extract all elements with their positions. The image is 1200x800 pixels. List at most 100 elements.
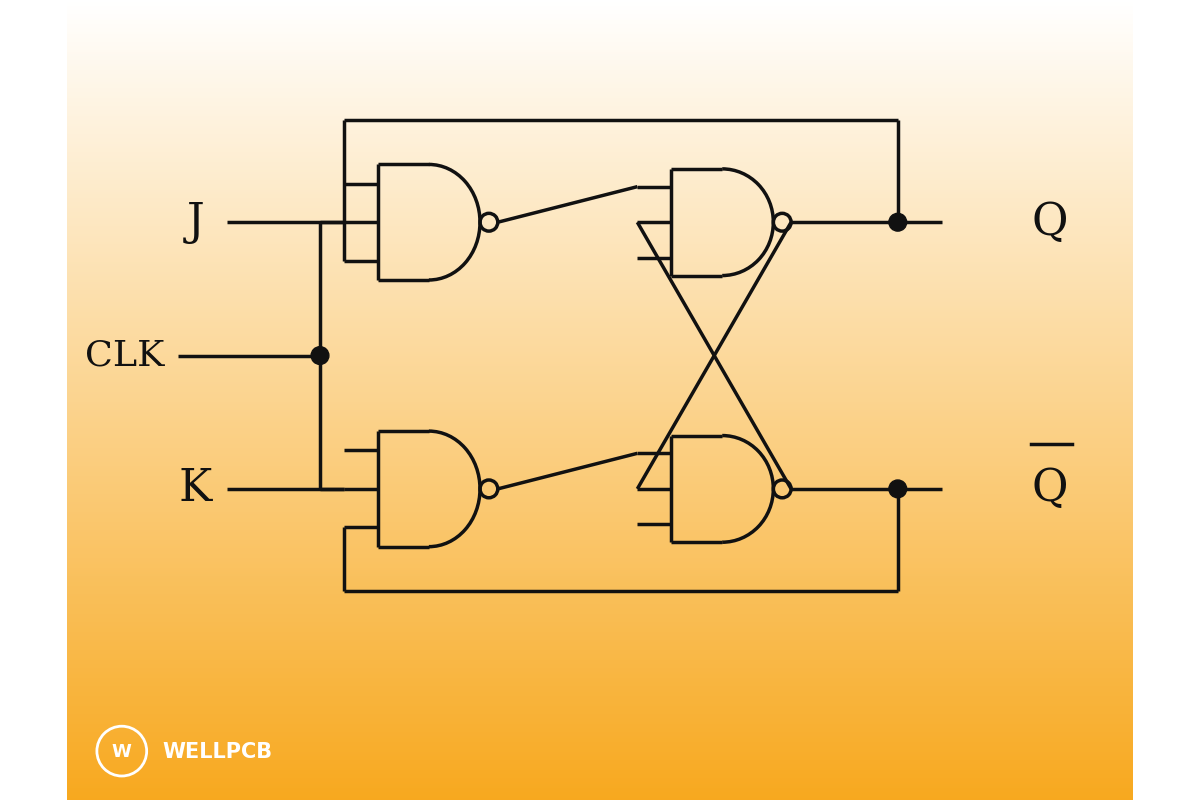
Bar <box>67 702 1133 704</box>
Bar <box>67 210 1133 212</box>
Bar <box>67 532 1133 534</box>
Bar <box>67 320 1133 322</box>
Bar <box>67 48 1133 50</box>
Bar <box>67 310 1133 312</box>
Bar <box>67 106 1133 108</box>
Bar <box>67 12 1133 14</box>
Bar <box>67 548 1133 550</box>
Bar <box>67 110 1133 112</box>
Bar <box>67 450 1133 452</box>
Bar <box>67 584 1133 586</box>
Bar <box>67 378 1133 380</box>
Bar <box>67 738 1133 740</box>
Bar <box>67 216 1133 218</box>
Bar <box>67 74 1133 76</box>
Bar <box>67 462 1133 464</box>
Bar <box>67 454 1133 456</box>
Bar <box>67 20 1133 22</box>
Bar <box>67 312 1133 314</box>
Bar <box>67 344 1133 346</box>
Bar <box>67 424 1133 426</box>
Bar <box>67 260 1133 262</box>
Bar <box>67 654 1133 656</box>
Bar <box>67 64 1133 66</box>
Bar <box>67 780 1133 782</box>
Bar <box>67 132 1133 134</box>
Bar <box>67 404 1133 406</box>
Bar <box>67 628 1133 630</box>
Bar <box>67 292 1133 294</box>
Bar <box>67 656 1133 658</box>
Bar <box>67 316 1133 318</box>
Bar <box>67 754 1133 756</box>
Bar <box>67 762 1133 764</box>
Bar <box>67 372 1133 374</box>
Bar <box>67 200 1133 202</box>
Bar <box>67 700 1133 702</box>
Bar <box>67 370 1133 372</box>
Bar <box>67 172 1133 174</box>
Bar <box>67 522 1133 524</box>
Bar <box>67 482 1133 484</box>
Bar <box>67 642 1133 644</box>
Bar <box>67 94 1133 96</box>
Bar <box>67 162 1133 164</box>
Bar <box>67 574 1133 576</box>
Bar <box>67 544 1133 546</box>
Bar <box>67 2 1133 4</box>
Bar <box>67 568 1133 570</box>
Bar <box>67 180 1133 182</box>
Bar <box>67 494 1133 496</box>
Bar <box>67 374 1133 376</box>
Bar <box>67 224 1133 226</box>
Bar <box>67 456 1133 458</box>
Bar <box>67 472 1133 474</box>
Bar <box>67 528 1133 530</box>
Bar <box>67 230 1133 232</box>
Bar <box>67 666 1133 668</box>
Bar <box>67 508 1133 510</box>
Bar <box>67 474 1133 476</box>
Bar <box>67 662 1133 664</box>
Bar <box>67 446 1133 448</box>
Bar <box>67 278 1133 280</box>
Bar <box>67 602 1133 604</box>
Bar <box>67 562 1133 564</box>
Bar <box>67 276 1133 278</box>
Bar <box>67 784 1133 786</box>
Bar <box>67 306 1133 308</box>
Bar <box>67 198 1133 200</box>
Bar <box>67 348 1133 350</box>
Bar <box>67 676 1133 678</box>
Bar <box>67 58 1133 60</box>
Bar <box>67 470 1133 472</box>
Bar <box>67 380 1133 382</box>
Bar <box>67 78 1133 80</box>
Bar <box>67 32 1133 34</box>
Bar <box>67 788 1133 790</box>
Bar <box>67 514 1133 516</box>
Bar <box>67 736 1133 738</box>
Bar <box>67 236 1133 238</box>
Circle shape <box>889 480 907 498</box>
Bar <box>67 686 1133 688</box>
Bar <box>67 126 1133 128</box>
Bar <box>67 416 1133 418</box>
Bar <box>67 420 1133 422</box>
Bar <box>67 54 1133 56</box>
Bar <box>67 214 1133 216</box>
Bar <box>67 134 1133 136</box>
Bar <box>67 648 1133 650</box>
Bar <box>67 18 1133 20</box>
Bar <box>67 698 1133 700</box>
Bar <box>67 630 1133 632</box>
Bar <box>67 190 1133 192</box>
Bar <box>67 386 1133 388</box>
Bar <box>67 660 1133 662</box>
Bar <box>67 614 1133 616</box>
Bar <box>67 66 1133 68</box>
Bar <box>67 724 1133 726</box>
Bar <box>67 144 1133 146</box>
Bar <box>67 502 1133 504</box>
Bar <box>67 652 1133 654</box>
